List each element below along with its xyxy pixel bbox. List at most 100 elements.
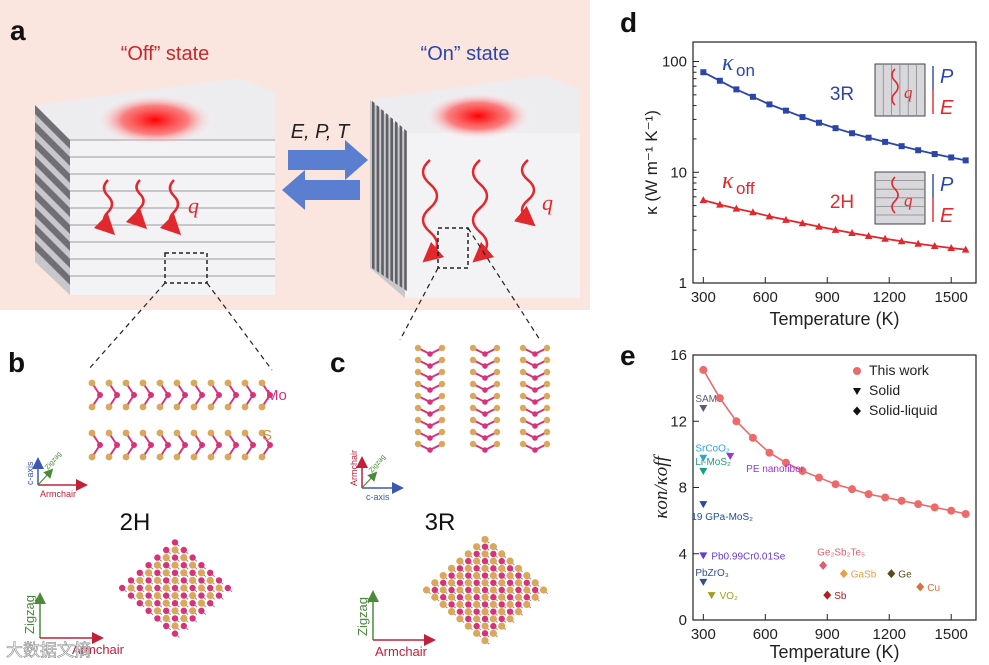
mo-atom (515, 572, 522, 579)
s-atom (414, 404, 422, 412)
s-atom (493, 368, 501, 376)
mo-atom (180, 562, 187, 569)
mo-atom (506, 608, 514, 615)
s-atom (531, 579, 539, 587)
chart-e-this-work-point (715, 394, 724, 403)
chart-d-point-off (749, 208, 757, 216)
chart-d-ylabel: κ (W m⁻¹ K⁻¹) (642, 110, 661, 215)
mo-atom (532, 447, 538, 453)
s-atom (464, 579, 472, 587)
s-atom (489, 629, 497, 637)
s-atom (481, 579, 489, 587)
chart-d-label-sub-on: on (736, 61, 755, 80)
s-atom (481, 593, 489, 601)
s-atom (531, 593, 539, 601)
panel-c: c Armchair Zigzag c-axis 3R Zigzag Armch… (330, 344, 551, 659)
mo-atom (427, 411, 433, 417)
s-atom (438, 440, 446, 448)
chart-d-point-on (700, 69, 707, 76)
mo-atom (427, 375, 433, 381)
mo-atom (465, 586, 472, 594)
s-atom (145, 569, 153, 577)
mo-atom (148, 392, 154, 398)
mo-atom (490, 608, 497, 615)
s-atom (469, 428, 477, 436)
off-state-cube: q (35, 78, 275, 295)
mo-atom (189, 554, 196, 561)
mo-atom (216, 442, 222, 448)
s-atom (438, 356, 446, 364)
chart-e-solid-liquid-point (916, 582, 925, 592)
mo-atom (481, 601, 489, 608)
on-state-layers (372, 101, 407, 291)
chart-e-this-work-point (881, 493, 890, 502)
s-atom (489, 615, 497, 623)
s-atom (88, 453, 96, 461)
s-atom (241, 429, 249, 437)
s-atom (224, 453, 232, 461)
mo-atom (515, 586, 522, 594)
mo-atom (171, 615, 179, 622)
chart-e-solid-point (707, 592, 716, 600)
chart-d-x-tick-label: 1200 (873, 289, 906, 306)
off-layer-edge (35, 190, 70, 234)
s-atom (438, 392, 446, 400)
mo-atom (532, 387, 538, 393)
s-atom (464, 608, 472, 616)
mo-atom (136, 600, 143, 607)
s-atom (539, 586, 548, 594)
mo-atom (498, 601, 505, 608)
s-atom (241, 379, 249, 387)
s-atom (241, 453, 249, 461)
off-layer-edge (35, 241, 70, 285)
mo-atom (127, 577, 135, 584)
on-layer-edge (385, 113, 389, 279)
on-layer-edge (390, 117, 393, 282)
mo-atom (165, 392, 171, 398)
s-atom (506, 571, 514, 580)
mo-atom (523, 594, 530, 601)
s-atom (447, 593, 456, 601)
mo-atom (189, 600, 196, 607)
s-atom (122, 403, 130, 411)
mo-atom (199, 392, 205, 398)
mo-atom (114, 392, 120, 398)
chart-e-this-work-point (732, 417, 741, 426)
off-layer-edge (35, 105, 70, 149)
chart-d-inset-heat-arrow (891, 68, 899, 106)
s-atom (514, 593, 523, 601)
s-atom (493, 428, 501, 436)
s-atom (523, 586, 531, 594)
mo-atom (189, 569, 196, 576)
s-atom (139, 453, 147, 461)
mo-atom (427, 447, 433, 453)
chart-e-this-work-line (702, 369, 966, 515)
2h-lattice-axes: Zigzag Armchair (22, 592, 125, 657)
mo-atom (456, 579, 464, 586)
s-atom (493, 344, 501, 352)
chart-d-point-on (931, 151, 938, 158)
mo-atom (523, 579, 530, 586)
off-layer-edge (35, 224, 70, 268)
s-atom (122, 429, 130, 437)
mo-atom (448, 572, 455, 579)
panel-b-letter: b (8, 347, 25, 378)
on-state-title: “On” state (421, 43, 510, 65)
s-atom (197, 584, 205, 592)
mo-atom (473, 622, 480, 630)
s-atom (215, 584, 223, 592)
s-atom (523, 571, 531, 580)
off-layer-edge (35, 156, 70, 200)
s-atom (456, 586, 464, 594)
watermark: 大数据文摘 (6, 641, 91, 661)
s-atom (481, 608, 489, 616)
mo-atom (127, 592, 135, 599)
mo-atom (154, 569, 161, 576)
chart-d-inset-e-label: E (940, 97, 954, 119)
s-atom (493, 356, 501, 364)
s-atom (498, 564, 506, 572)
s-atom (456, 615, 464, 623)
mo-atom (165, 442, 171, 448)
mo-atom (145, 592, 152, 599)
